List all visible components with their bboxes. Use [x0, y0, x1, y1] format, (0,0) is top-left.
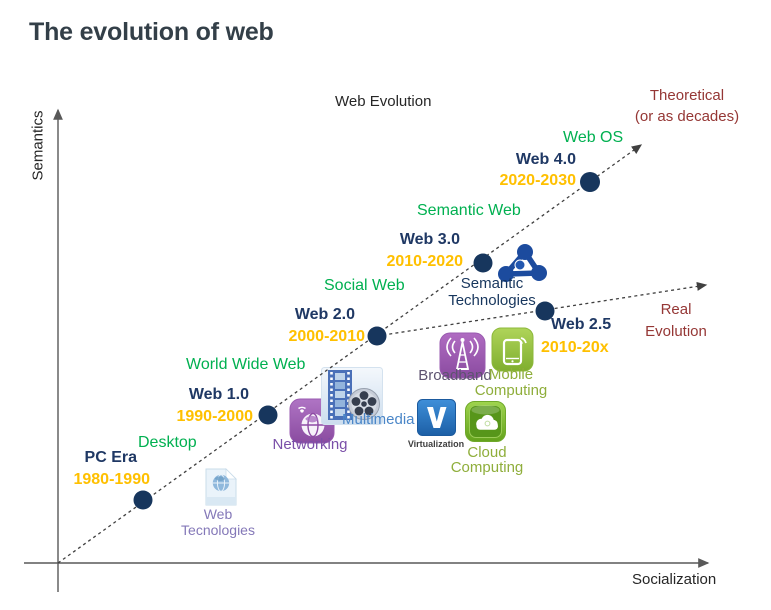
cloud-computing-label: Cloud Computing [450, 444, 524, 476]
era-label-web-os: Web OS [563, 129, 624, 146]
period-pc-era: 1980-1990 [73, 471, 150, 488]
letter-v-icon [417, 399, 456, 441]
dot-web-2-0 [367, 326, 387, 346]
milestone-web-4-0: Web 4.0 [515, 151, 576, 168]
mobile-computing-label: Mobile Computing [474, 366, 548, 399]
milestone-web-1-0: Web 1.0 [188, 386, 249, 403]
multimedia-label: Multimedia [342, 411, 415, 428]
era-label-world-wide-web: World Wide Web [186, 356, 306, 373]
period-web-2-5: 2010-20x [541, 339, 609, 356]
semantic-technologies-label: Semantic Technologies [448, 275, 536, 309]
milestone-web-2-0: Web 2.0 [294, 306, 355, 323]
period-web-1-0: 1990-2000 [176, 408, 253, 425]
period-web-2-0: 2000-2010 [288, 328, 365, 345]
networking-label: Networking [272, 436, 348, 453]
period-web-3-0: 2010-2020 [386, 253, 463, 270]
era-label-social-web: Social Web [324, 277, 405, 294]
theoretical-evolution-label: Theoretical (or as decades) [634, 87, 740, 125]
period-web-4-0: 2020-2030 [499, 172, 576, 189]
dot-pc-era [133, 490, 153, 510]
dot-web-4-0 [580, 172, 600, 192]
y-axis-label: Semantics [29, 110, 47, 181]
milestone-web-3-0: Web 3.0 [399, 231, 460, 248]
milestone-pc-era: PC Era [84, 449, 137, 466]
real-evolution-label: Real Evolution [645, 301, 707, 340]
chart-title: Web Evolution [335, 93, 432, 110]
page-title: The evolution of web [29, 18, 274, 46]
dot-web-3-0 [473, 253, 493, 273]
milestone-web-2-5: Web 2.5 [551, 316, 612, 333]
web-technologies-label: Web Tecnologies [181, 506, 255, 538]
x-axis-label: Socialization [632, 571, 717, 588]
era-label-semantic-web: Semantic Web [417, 202, 521, 219]
dot-web-1-0 [258, 405, 278, 425]
era-label-desktop: Desktop [138, 434, 197, 451]
